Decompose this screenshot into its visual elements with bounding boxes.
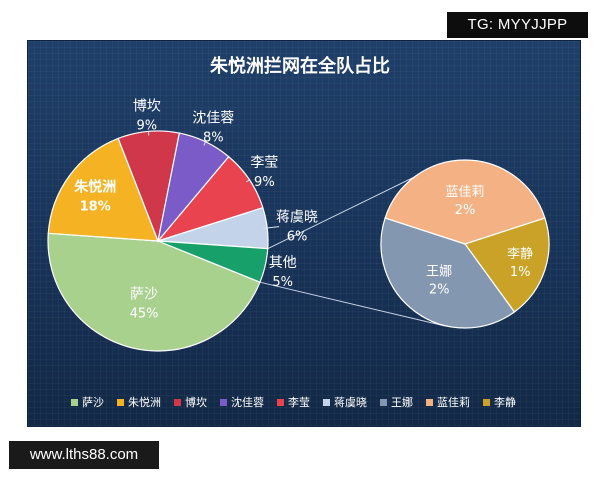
legend-label-8: 蓝佳莉 — [437, 395, 470, 409]
legend-label-5: 李莹 — [288, 395, 310, 409]
slice-label-pct-1: 45% — [130, 306, 159, 321]
sub-pie: 蓝佳莉 2% 李静 1% 王娜 2% — [380, 159, 550, 329]
connector-bottom — [259, 281, 446, 327]
sub-slice-label-name-2: 李静 — [507, 247, 533, 262]
legend-label-9: 李静 — [494, 395, 516, 409]
legend-swatch-4 — [220, 399, 227, 406]
legend-swatch-1 — [71, 399, 78, 406]
pie-slice-7 — [157, 240, 269, 283]
sub-pie-slice-2 — [464, 217, 550, 313]
slice-label-pct-4: 8% — [203, 131, 224, 146]
url-badge: www.lths88.com — [9, 441, 159, 469]
legend-swatch-3 — [174, 399, 181, 406]
main-pie: 萨沙 45% 朱悦洲 18% 博坎 9% 沈佳蓉 8% 李莹 9% 蒋虞晓 6% 其他 5% — [47, 97, 318, 352]
legend-label-1: 萨沙 — [82, 396, 104, 409]
sub-slice-label-name-3: 王娜 — [426, 265, 452, 280]
legend-swatch-5 — [277, 399, 284, 406]
leader-line-4 — [203, 141, 206, 146]
legend-swatch-2 — [117, 399, 124, 406]
slice-label-name-7: 其他 — [269, 255, 297, 271]
sub-slice-label-pct-3: 2% — [429, 283, 450, 298]
slice-label-name-1: 萨沙 — [130, 286, 158, 302]
slice-label-pct-7: 5% — [272, 275, 293, 290]
legend-swatch-7 — [380, 399, 387, 406]
leader-line-6 — [263, 226, 280, 229]
legend-label-4: 沈佳蓉 — [231, 395, 264, 409]
legend-label-2: 朱悦洲 — [128, 395, 161, 409]
sub-pie-slice-3 — [380, 217, 516, 329]
legend-swatch-6 — [323, 399, 330, 406]
slice-label-name-4: 沈佳蓉 — [192, 111, 234, 127]
legend-swatch-9 — [483, 399, 490, 406]
slice-label-pct-6: 6% — [287, 229, 308, 244]
chart-title: 朱悦洲拦网在全队占比 — [210, 55, 390, 77]
sub-slice-label-pct-1: 2% — [455, 203, 476, 218]
slice-label-name-6: 蒋虞晓 — [276, 209, 318, 225]
slice-label-name-3: 博坎 — [133, 97, 161, 114]
legend-label-3: 博坎 — [185, 396, 207, 409]
pie-slice-1 — [47, 232, 261, 352]
watermark-tag: TG: MYYJJPP — [447, 12, 588, 38]
slice-label-name-2: 朱悦洲 — [74, 179, 116, 196]
pie-slice-2 — [47, 137, 159, 242]
slice-label-name-5: 李莹 — [250, 155, 278, 171]
slice-label-pct-2: 18% — [80, 200, 111, 215]
legend: 萨沙 朱悦洲 博坎 沈佳蓉 李莹 蒋虞晓 王娜 蓝佳莉 李静 — [71, 395, 516, 409]
legend-label-7: 王娜 — [391, 395, 413, 409]
legend-swatch-8 — [426, 399, 433, 406]
sub-slice-label-name-1: 蓝佳莉 — [445, 185, 484, 200]
sub-pie-slice-1 — [384, 159, 546, 245]
leader-line-5 — [245, 179, 250, 183]
slice-label-pct-5: 9% — [254, 175, 275, 190]
slice-label-pct-3: 9% — [137, 118, 158, 133]
legend-label-6: 蒋虞晓 — [334, 395, 367, 409]
sub-slice-label-pct-2: 1% — [510, 265, 531, 280]
